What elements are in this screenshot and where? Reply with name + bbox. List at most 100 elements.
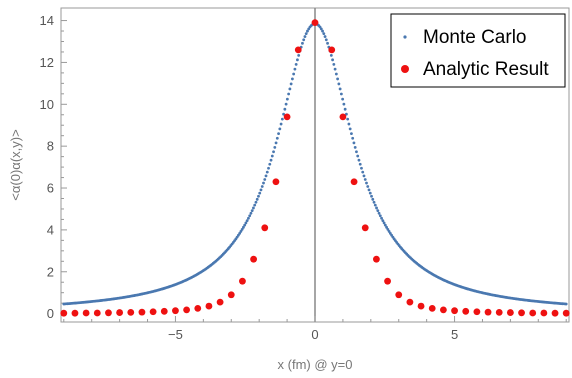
monte-carlo-point xyxy=(249,211,253,215)
legend-analytic-marker xyxy=(401,65,409,73)
monte-carlo-point xyxy=(259,188,263,192)
monte-carlo-point xyxy=(357,158,361,162)
monte-carlo-point xyxy=(332,63,336,66)
legend-analytic-label: Analytic Result xyxy=(423,59,549,80)
monte-carlo-point xyxy=(365,181,368,185)
analytic-point xyxy=(384,277,391,285)
monte-carlo-point xyxy=(361,170,365,174)
analytic-point xyxy=(451,307,458,315)
y-tick-label: 2 xyxy=(47,264,54,279)
monte-carlo-point xyxy=(386,228,390,231)
monte-carlo-point xyxy=(319,27,323,31)
y-tick-label: 10 xyxy=(40,97,54,112)
monte-carlo-point xyxy=(272,150,275,154)
analytic-point xyxy=(551,309,559,317)
analytic-point xyxy=(71,309,79,317)
monte-carlo-point xyxy=(260,185,264,188)
monte-carlo-point xyxy=(351,136,355,140)
analytic-point xyxy=(495,308,503,316)
monte-carlo-point xyxy=(380,216,383,220)
monte-carlo-point xyxy=(278,127,282,131)
analytic-point xyxy=(60,309,68,317)
monte-carlo-point xyxy=(274,141,278,145)
monte-carlo-point xyxy=(268,162,272,166)
monte-carlo-point xyxy=(257,194,260,198)
monte-carlo-point xyxy=(263,178,267,181)
monte-carlo-point xyxy=(338,87,342,91)
monte-carlo-point xyxy=(353,145,357,149)
y-axis-title: <α(0)α(x,y)> xyxy=(8,129,23,200)
x-axis-title: x (fm) @ y=0 xyxy=(278,357,353,372)
monte-carlo-point xyxy=(258,191,262,195)
analytic-point xyxy=(562,309,570,317)
monte-carlo-point xyxy=(378,214,382,218)
monte-carlo-point xyxy=(382,221,386,225)
y-tick-label: 0 xyxy=(47,306,54,321)
monte-carlo-point xyxy=(385,225,388,229)
analytic-point xyxy=(350,178,358,186)
monte-carlo-point xyxy=(376,209,380,213)
monte-carlo-point xyxy=(296,58,299,62)
monte-carlo-point xyxy=(254,200,258,204)
analytic-point xyxy=(194,304,202,312)
monte-carlo-point xyxy=(277,132,280,136)
x-ticks: −5 0 5 xyxy=(63,316,567,342)
monte-carlo-point xyxy=(289,82,293,86)
monte-carlo-point xyxy=(350,132,353,136)
monte-carlo-point xyxy=(280,117,284,121)
monte-carlo-point xyxy=(362,174,366,178)
legend-monte-carlo-label: Monte Carlo xyxy=(423,27,527,48)
monte-carlo-point xyxy=(287,92,291,96)
monte-carlo-point xyxy=(247,216,250,220)
monte-carlo-point xyxy=(375,206,378,210)
monte-carlo-point xyxy=(383,223,387,227)
analytic-point xyxy=(82,309,90,317)
monte-carlo-point xyxy=(284,102,288,106)
monte-carlo-point xyxy=(323,35,327,38)
monte-carlo-point xyxy=(252,206,255,210)
monte-carlo-point xyxy=(270,154,274,158)
analytic-point xyxy=(216,298,224,306)
monte-carlo-point xyxy=(294,63,298,66)
analytic-point xyxy=(406,298,414,306)
monte-carlo-point xyxy=(290,77,294,81)
analytic-point xyxy=(294,46,302,54)
monte-carlo-point xyxy=(372,200,376,204)
monte-carlo-point xyxy=(337,82,341,86)
analytic-point xyxy=(116,309,124,316)
monte-carlo-point xyxy=(239,230,243,233)
monte-carlo-point xyxy=(355,150,358,154)
monte-carlo-point xyxy=(265,170,269,174)
monte-carlo-point xyxy=(267,166,270,170)
monte-carlo-point xyxy=(334,72,338,76)
x-tick-label: −5 xyxy=(168,327,183,342)
analytic-point xyxy=(93,309,101,317)
monte-carlo-point xyxy=(285,97,289,101)
analytic-point xyxy=(439,306,447,314)
analytic-point xyxy=(227,291,235,299)
monte-carlo-point xyxy=(269,158,273,162)
monte-carlo-point xyxy=(283,107,287,111)
analytic-point xyxy=(540,309,548,317)
monte-carlo-point xyxy=(371,197,375,201)
monte-carlo-point xyxy=(564,302,568,306)
analytic-point xyxy=(484,308,492,316)
monte-carlo-point xyxy=(363,178,367,181)
analytic-point xyxy=(239,277,246,285)
monte-carlo-point xyxy=(248,214,252,218)
y-tick-label: 14 xyxy=(40,13,54,28)
analytic-point xyxy=(261,224,269,232)
analytic-point xyxy=(373,255,380,263)
monte-carlo-point xyxy=(273,145,277,149)
analytic-point xyxy=(529,309,537,317)
monte-carlo-point xyxy=(373,203,377,207)
x-tick-label: 0 xyxy=(311,327,318,342)
series-monte-carlo xyxy=(62,22,568,306)
monte-carlo-point xyxy=(288,87,292,91)
series-analytic-result xyxy=(60,19,570,317)
monte-carlo-point xyxy=(348,127,352,131)
monte-carlo-point xyxy=(367,188,371,192)
monte-carlo-point xyxy=(346,117,350,121)
monte-carlo-point xyxy=(343,107,347,111)
monte-carlo-point xyxy=(336,77,340,81)
